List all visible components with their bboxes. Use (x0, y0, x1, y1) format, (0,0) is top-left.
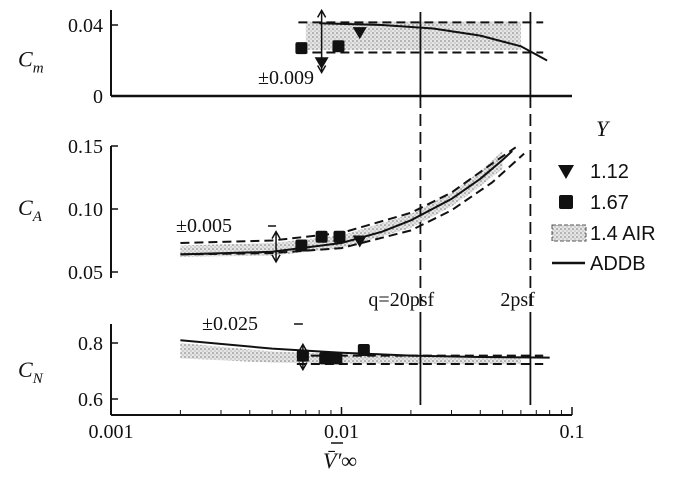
panel-2-tolerance-label: ±0.005 (176, 215, 232, 237)
legend-label-0: 1.12 (590, 161, 629, 183)
panel-2-dashed-upper (180, 146, 517, 244)
axes-layer (110, 10, 573, 416)
panel-1-tolerance-arrow-bottom (316, 65, 327, 75)
legend-marker-1 (559, 195, 573, 209)
q-marker-label-1: 2psf (500, 289, 535, 311)
panel-2-point-y112-0 (352, 235, 367, 248)
panel-1-tolerance-label: ±0.009 (258, 67, 314, 89)
legend: Y 1.12 1.67 1.4 AIR ADDB (551, 116, 656, 275)
panel-1-tolerance-arrow-top (316, 8, 327, 18)
panel-3-point-y167-2 (330, 352, 343, 365)
line-layer (180, 8, 550, 405)
legend-marker-2 (551, 224, 587, 242)
panel-3-y-tick-label-1: 0.8 (78, 333, 103, 355)
panel-3-point-y167-1 (319, 352, 332, 365)
x-tick-label-0: 0.001 (89, 421, 134, 443)
legend-label-1: 1.67 (590, 192, 629, 214)
panel-3-addb-line (180, 339, 550, 359)
panel-3-y-label-sub: N (32, 371, 44, 387)
points-layer (295, 27, 370, 365)
panel-2-y-tick-label-2: 0.15 (68, 136, 103, 158)
panel-1-point-y167-0 (295, 42, 308, 55)
panel-2-y-label-main: C (18, 195, 33, 220)
panel-2-addb-line (180, 150, 513, 256)
panel-3-y-tick-label-0: 0.6 (78, 389, 103, 411)
legend-title: Y (596, 116, 611, 141)
panel-2-point-y167-1 (315, 230, 328, 243)
panel-3-data-band (180, 343, 521, 365)
panel-1-y-tick-label-1: 0.04 (68, 15, 103, 37)
panel-3-y-label-main: C (18, 357, 33, 382)
panel-2-y-label-sub: A (32, 209, 43, 225)
panel-2-point-y167-0 (295, 239, 308, 252)
q-marker-label-0: q=20psf (368, 289, 434, 311)
legend-label-2: 1.4 AIR (590, 223, 656, 245)
panel-2-tolerance-arrow-bottom (271, 254, 281, 264)
panel-2-y-label: CA (18, 195, 43, 225)
panel-2-dashed-lower (180, 152, 525, 256)
legend-marker-0 (558, 165, 574, 179)
panel-3-tolerance-label: ±0.025 (202, 313, 258, 335)
panel-2-point-y167-2 (333, 230, 346, 243)
panel-3-point-y167-0 (296, 349, 309, 362)
panel-2-y-tick-label-0: 0.05 (68, 262, 103, 284)
panel-2-tolerance-arrow-top (271, 230, 281, 240)
panel-1-point-y112-0 (352, 27, 367, 40)
panel-1-addb-line (319, 22, 548, 62)
x-tick-label-1: 0.01 (324, 421, 359, 443)
text-layer: 00.04Cm0.050.100.15CA0.60.8CN±0.009±0.00… (18, 15, 585, 473)
panel-1-y-tick-label-0: 0 (93, 86, 103, 108)
panel-1-point-y167-1 (332, 40, 345, 53)
legend-label-3: ADDB (590, 253, 646, 275)
panel-1-y-label-main: C (18, 47, 33, 72)
panel-3-tolerance-arrow-top (298, 342, 308, 352)
panel-3-tolerance-arrow-bottom (298, 362, 308, 372)
panel-1-point-y112-1 (314, 57, 329, 70)
panel-1-y-label: Cm (18, 47, 44, 77)
x-axis-label: V̄′∞ (323, 448, 357, 473)
panel-3-y-label: CN (18, 357, 44, 387)
x-tick-label-2: 0.1 (560, 421, 585, 443)
panel-1-y-label-sub: m (33, 61, 44, 77)
panel-3-point-y167-3 (357, 344, 370, 356)
panel-2-y-tick-label-1: 0.10 (68, 199, 103, 221)
